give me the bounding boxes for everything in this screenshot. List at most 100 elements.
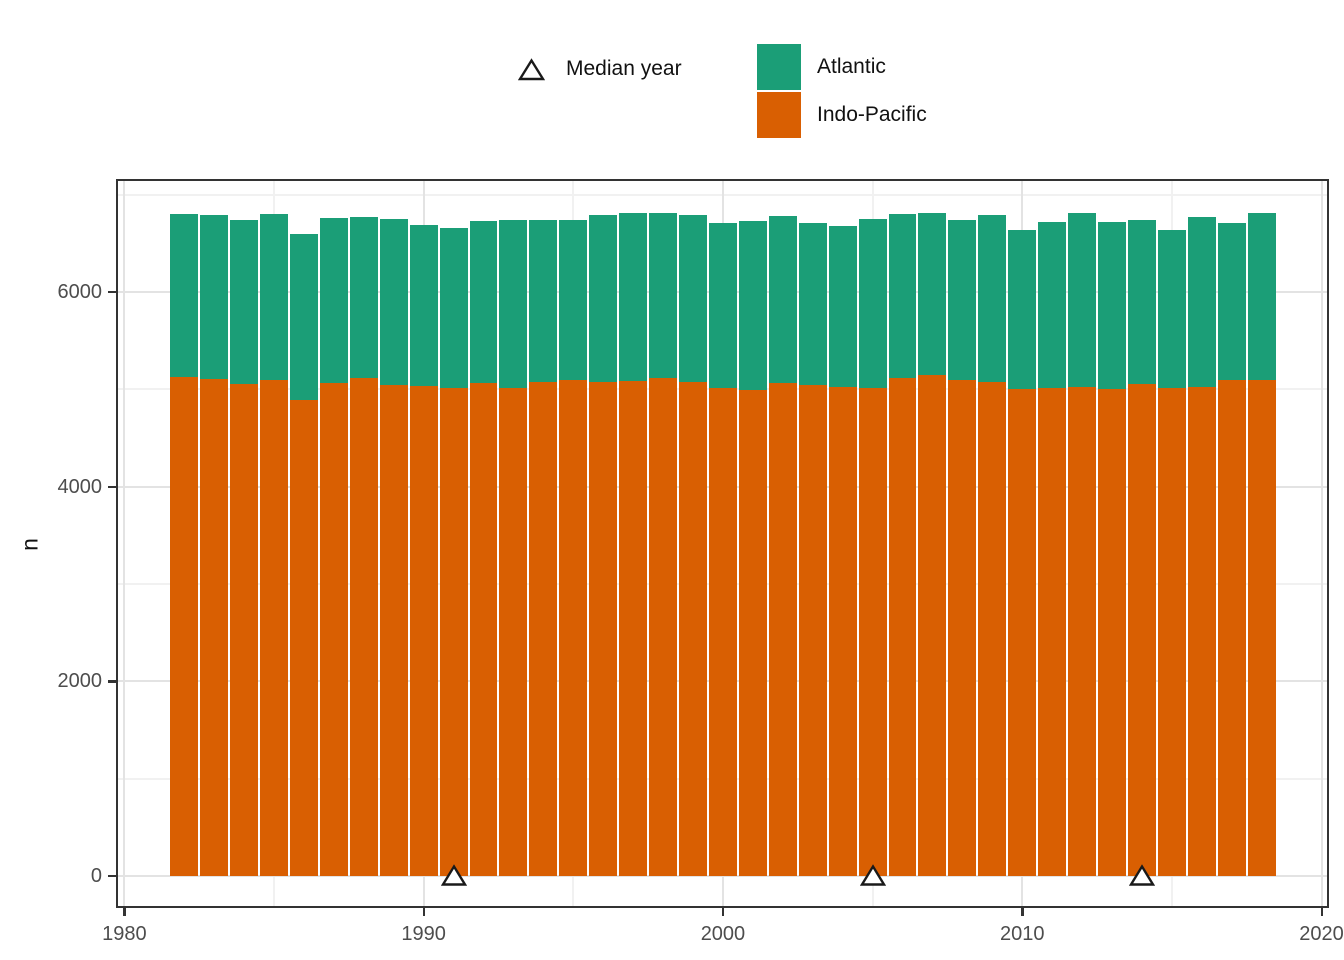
x-tick-2000 (721, 908, 725, 916)
legend-key-indo-pacific (757, 92, 801, 138)
bar-indo-pacific-2010 (1008, 389, 1037, 876)
bar-atlantic-1983 (200, 215, 229, 380)
bar-indo-pacific-2001 (738, 390, 767, 876)
bar-atlantic-2004 (828, 225, 857, 388)
y-tick-0 (108, 874, 116, 878)
bar-indo-pacific-2003 (798, 385, 827, 876)
bar-indo-pacific-1984 (230, 384, 259, 876)
x-tick-label-1980: 1980 (102, 923, 147, 945)
bar-indo-pacific-1985 (260, 380, 288, 876)
x-tick-label-2000: 2000 (700, 923, 746, 945)
bar-atlantic-2007 (918, 213, 947, 375)
bar-indo-pacific-2000 (708, 388, 737, 876)
legend-median-label: Median year (566, 57, 682, 80)
y-tick-2000 (108, 680, 116, 683)
bar-atlantic-2012 (1068, 213, 1097, 388)
bar-indo-pacific-1988 (349, 377, 378, 876)
bar-atlantic-2005 (858, 218, 887, 389)
bar-atlantic-1999 (679, 215, 707, 383)
y-tick-label-2000: 2000 (57, 670, 103, 693)
bar-indo-pacific-1989 (379, 385, 408, 876)
bar-atlantic-2013 (1098, 221, 1126, 390)
bar-atlantic-2009 (978, 215, 1007, 383)
x-tick-2010 (1021, 908, 1024, 916)
bar-indo-pacific-2009 (978, 382, 1007, 876)
bar-indo-pacific-1982 (170, 376, 199, 876)
bar-atlantic-1998 (649, 213, 678, 378)
gridline-major-x-2020 (1320, 179, 1323, 908)
bar-indo-pacific-2018 (1247, 380, 1276, 876)
legend-label-atlantic: Atlantic (817, 55, 886, 78)
x-tick-1980 (123, 908, 126, 916)
y-tick-label-4000: 4000 (57, 475, 103, 498)
bar-atlantic-1993 (499, 219, 528, 389)
bar-atlantic-1986 (289, 233, 318, 400)
x-tick-label-1990: 1990 (401, 923, 446, 945)
bar-indo-pacific-1994 (529, 382, 558, 876)
bar-atlantic-2003 (798, 222, 827, 386)
bar-atlantic-2014 (1127, 219, 1156, 385)
bar-indo-pacific-2013 (1098, 389, 1126, 876)
median-year-triangle-icon (518, 58, 545, 81)
bar-atlantic-1984 (230, 219, 259, 385)
bar-indo-pacific-2005 (858, 388, 887, 876)
bar-indo-pacific-2012 (1068, 387, 1097, 876)
y-axis-title: n (16, 538, 43, 551)
bar-indo-pacific-1999 (679, 382, 707, 876)
bar-atlantic-2006 (888, 214, 917, 378)
bar-atlantic-1989 (379, 218, 408, 386)
bar-indo-pacific-1983 (200, 379, 229, 876)
bar-indo-pacific-1991 (439, 388, 468, 876)
bar-atlantic-2000 (708, 222, 737, 389)
bar-indo-pacific-2014 (1127, 384, 1156, 876)
bar-indo-pacific-2015 (1157, 388, 1186, 876)
bar-indo-pacific-1993 (499, 388, 528, 876)
y-tick-label-0: 0 (90, 864, 102, 887)
median-year-marker-2005 (859, 864, 886, 886)
bar-atlantic-2018 (1247, 213, 1276, 381)
bar-atlantic-1992 (469, 220, 498, 384)
bar-indo-pacific-2008 (948, 380, 977, 876)
bar-atlantic-1988 (349, 216, 378, 378)
gridline-major-x-1980 (123, 179, 126, 908)
bar-atlantic-2015 (1157, 229, 1186, 389)
bar-indo-pacific-2006 (888, 377, 917, 876)
bar-atlantic-1997 (619, 213, 648, 382)
bar-atlantic-1990 (409, 224, 438, 387)
bar-indo-pacific-1996 (589, 382, 618, 876)
bar-atlantic-2008 (948, 219, 977, 381)
bar-indo-pacific-1998 (649, 377, 678, 876)
bar-indo-pacific-1986 (289, 399, 318, 876)
bar-indo-pacific-2002 (768, 383, 797, 876)
median-year-marker-1991 (440, 864, 467, 886)
bar-atlantic-1996 (589, 215, 618, 383)
median-year-marker-2014 (1128, 864, 1155, 886)
bar-indo-pacific-2004 (828, 387, 857, 876)
bar-indo-pacific-1987 (319, 383, 348, 876)
legend-key-atlantic (757, 44, 801, 90)
bar-indo-pacific-1990 (409, 386, 438, 876)
bar-indo-pacific-1995 (559, 380, 588, 876)
bar-atlantic-1994 (529, 219, 558, 383)
x-tick-1990 (422, 908, 426, 916)
bar-atlantic-1985 (260, 214, 288, 381)
bar-indo-pacific-2007 (918, 374, 947, 876)
bar-indo-pacific-2016 (1187, 387, 1216, 876)
bar-indo-pacific-1992 (469, 383, 498, 876)
x-tick-label-2020: 2020 (1299, 923, 1344, 945)
y-tick-4000 (108, 485, 116, 489)
bar-atlantic-2010 (1008, 229, 1037, 390)
bar-atlantic-1982 (170, 214, 199, 377)
x-tick-label-2010: 2010 (999, 923, 1045, 945)
bar-atlantic-1987 (319, 217, 348, 384)
bar-atlantic-2016 (1187, 216, 1216, 388)
y-tick-label-6000: 6000 (57, 280, 103, 303)
bar-indo-pacific-2011 (1038, 388, 1067, 876)
bar-indo-pacific-2017 (1217, 380, 1246, 876)
bar-indo-pacific-1997 (619, 381, 648, 876)
bar-atlantic-1995 (559, 219, 588, 381)
bar-atlantic-2011 (1038, 221, 1067, 389)
bar-atlantic-2001 (738, 220, 767, 391)
bar-atlantic-1991 (439, 227, 468, 389)
